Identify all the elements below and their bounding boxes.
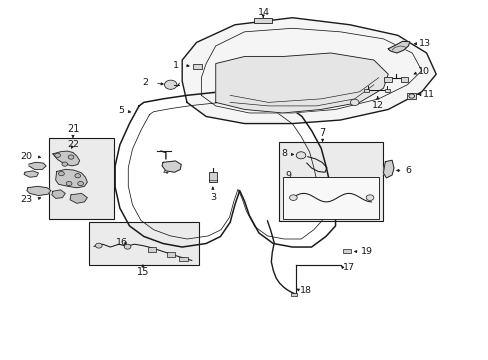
Polygon shape	[24, 171, 39, 177]
Polygon shape	[182, 18, 435, 123]
Circle shape	[59, 171, 64, 176]
Circle shape	[296, 152, 305, 159]
Circle shape	[95, 243, 102, 248]
Circle shape	[66, 181, 72, 186]
Text: 11: 11	[422, 90, 434, 99]
Text: 21: 21	[67, 124, 79, 134]
Polygon shape	[29, 162, 46, 170]
Polygon shape	[53, 151, 80, 166]
Bar	[364, 89, 368, 92]
Circle shape	[55, 153, 61, 157]
Circle shape	[164, 80, 177, 89]
Text: 4: 4	[163, 167, 168, 176]
Text: 12: 12	[371, 101, 383, 110]
Bar	[89, 222, 199, 265]
Text: 1: 1	[172, 61, 179, 70]
Circle shape	[366, 195, 373, 201]
Bar	[385, 89, 389, 92]
Text: 5: 5	[119, 105, 124, 114]
Bar	[400, 77, 407, 82]
Text: 18: 18	[300, 286, 311, 295]
Bar	[166, 252, 175, 257]
Polygon shape	[52, 190, 65, 198]
Circle shape	[62, 162, 67, 166]
Text: 14: 14	[257, 8, 269, 17]
Text: 9: 9	[285, 171, 291, 180]
Polygon shape	[383, 160, 393, 178]
Text: 22: 22	[67, 140, 79, 149]
Bar	[147, 247, 156, 252]
Bar	[179, 257, 187, 261]
Bar	[407, 93, 415, 99]
Polygon shape	[56, 170, 87, 188]
Bar	[192, 64, 202, 69]
Bar	[343, 249, 350, 253]
Text: 23: 23	[20, 195, 33, 204]
Bar	[279, 142, 383, 221]
Text: 8: 8	[281, 149, 287, 158]
Bar	[254, 18, 272, 23]
Circle shape	[68, 155, 74, 159]
Bar	[49, 138, 114, 219]
Text: 2: 2	[142, 78, 148, 87]
Text: 19: 19	[360, 247, 372, 256]
Polygon shape	[70, 193, 87, 203]
Polygon shape	[162, 161, 181, 172]
Bar	[282, 177, 378, 219]
Text: 13: 13	[419, 39, 430, 48]
Text: 7: 7	[319, 129, 325, 138]
Polygon shape	[27, 186, 51, 195]
Circle shape	[289, 195, 297, 201]
Circle shape	[350, 99, 358, 105]
Bar	[290, 293, 296, 296]
Circle shape	[75, 174, 81, 178]
Bar	[384, 77, 391, 82]
Circle shape	[78, 181, 83, 186]
Text: 10: 10	[417, 67, 429, 76]
Bar	[208, 171, 216, 182]
Text: 6: 6	[404, 166, 410, 175]
Polygon shape	[387, 41, 409, 53]
Polygon shape	[215, 53, 387, 113]
Text: 3: 3	[209, 193, 216, 202]
Text: 15: 15	[137, 267, 149, 278]
Text: 17: 17	[343, 263, 354, 272]
Text: 20: 20	[20, 152, 33, 161]
Circle shape	[124, 244, 131, 249]
Text: 16: 16	[116, 238, 127, 247]
